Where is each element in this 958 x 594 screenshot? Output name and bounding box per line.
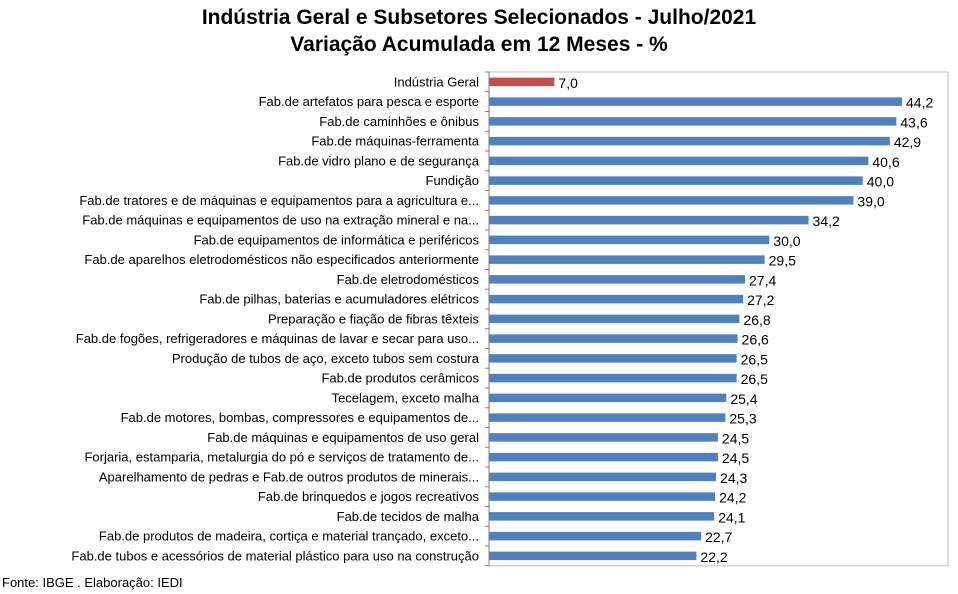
bar [489,551,697,561]
chart-title: Indústria Geral e Subsetores Selecionado… [201,6,757,29]
bar [489,196,854,205]
category-label: Aparelhamento de pedras e Fab.de outros … [99,469,479,484]
data-label: 26,8 [743,312,770,328]
data-label: 29,5 [769,253,796,269]
category-label: Fab.de brinquedos e jogos recreativos [258,489,480,504]
bar [489,235,770,245]
data-label: 25,4 [730,391,757,407]
bar [489,433,718,442]
category-label: Forjaria, estamparia, metalurgia do pó e… [84,450,479,465]
category-label: Fab.de fogões, refrigeradores e máquinas… [76,331,479,346]
bar [489,77,555,87]
bar [489,176,863,185]
data-label: 40,6 [872,154,899,170]
bar [489,373,737,383]
bar [489,452,718,462]
data-label: 39,0 [857,193,884,209]
bar [489,117,897,126]
bar [489,492,716,501]
category-label: Fundição [426,173,479,188]
category-label: Fab.de tecidos de malha [337,509,480,524]
data-label: 24,2 [719,490,746,506]
category-label: Fab.de máquinas-ferramenta [311,134,479,149]
data-label: 25,3 [729,411,756,427]
source-note: Fonte: IBGE . Elaboração: IEDI [2,575,183,590]
data-label: 43,6 [900,114,927,130]
category-label: Fab.de produtos de madeira, cortiça e ma… [99,529,479,544]
bar [489,275,746,284]
data-label: 27,4 [749,272,776,288]
data-label: 22,7 [705,529,732,545]
bar [489,334,738,343]
data-label: 24,5 [722,450,749,466]
bar [489,294,744,304]
category-label: Fab.de máquinas e equipamentos de uso na… [82,213,479,228]
bar [489,215,809,225]
category-label: Preparação e fiação de fibras têxteis [268,311,480,326]
data-label: 34,2 [813,213,840,229]
category-label: Fab.de aparelhos eletrodomésticos não es… [84,252,479,267]
category-label: Fab.de artefatos para pesca e esporte [259,94,479,109]
category-label: Fab.de eletrodomésticos [337,272,480,287]
bar [489,393,727,403]
data-label: 42,9 [894,134,921,150]
category-label: Fab.de tubos e acessórios de material pl… [71,548,479,563]
bar [489,413,726,422]
bar [489,472,717,482]
data-label: 26,6 [742,332,769,348]
category-label: Fab.de produtos cerâmicos [321,371,479,386]
data-label: 40,0 [867,174,894,190]
category-label: Fab.de vidro plano e de segurança [278,153,480,168]
data-label: 24,1 [718,509,745,525]
category-label: Produção de tubos de aço, exceto tubos s… [172,351,480,366]
bar [489,531,702,541]
bar [489,156,869,166]
data-label: 7,0 [558,75,578,91]
data-label: 44,2 [906,95,933,111]
bar [489,314,740,324]
data-label: 24,3 [720,470,747,486]
category-label: Fab.de máquinas e equipamentos de uso ge… [207,430,479,445]
bar [489,255,765,264]
data-label: 22,2 [700,549,727,565]
category-label: Fab.de caminhões e ônibus [319,114,479,129]
data-label: 27,2 [747,292,774,308]
bar [489,97,902,106]
bar [489,354,737,363]
data-label: 26,5 [741,351,768,367]
data-label: 26,5 [741,371,768,387]
data-label: 24,5 [722,430,749,446]
chart-subtitle: Variação Acumulada em 12 Meses - % [290,33,668,56]
category-label: Fab.de pilhas, baterias e acumuladores e… [199,292,479,307]
category-label: Fab.de tratores e de máquinas e equipame… [79,193,479,208]
bar [489,512,715,521]
category-label: Tecelagem, exceto malha [332,390,480,405]
category-label: Fab.de equipamentos de informática e per… [194,232,480,247]
bar [489,136,890,146]
category-label: Fab.de motores, bombas, compressores e e… [121,410,479,425]
data-label: 30,0 [773,233,800,249]
category-label: Indústria Geral [394,74,479,89]
